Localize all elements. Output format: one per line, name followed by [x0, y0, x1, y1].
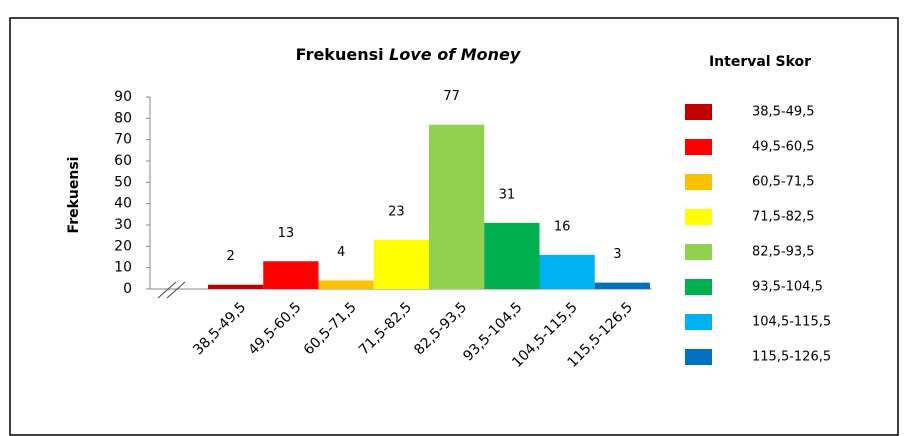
chart-title: Frekuensi Love of Money [296, 45, 521, 64]
bar [263, 261, 319, 289]
legend-label: 60,5-71,5 [752, 175, 815, 190]
bar [208, 284, 264, 289]
value-label: 3 [613, 247, 621, 262]
legend-label: 104,5-115,5 [752, 315, 831, 330]
bar [373, 239, 429, 289]
bar [318, 280, 374, 289]
legend-swatch [685, 349, 712, 365]
y-tick-label: 90 [114, 89, 132, 105]
legend-swatch [685, 139, 712, 155]
legend-label: 49,5-60,5 [752, 140, 815, 155]
y-tick-label: 80 [114, 110, 132, 126]
value-label: 13 [278, 226, 295, 241]
title-italic: Love of Money [389, 45, 521, 64]
legend-swatch [685, 314, 712, 330]
bar [594, 282, 650, 289]
y-tick-label: 30 [114, 217, 132, 233]
y-tick-label: 40 [114, 196, 132, 212]
bar [484, 222, 540, 289]
value-label: 16 [554, 219, 571, 234]
legend-swatch [685, 244, 712, 260]
y-tick-label: 10 [114, 260, 132, 276]
value-label: 77 [443, 89, 460, 104]
title-main: Frekuensi [296, 45, 384, 64]
legend-label: 38,5-49,5 [752, 105, 815, 120]
value-label: 23 [388, 204, 405, 219]
legend-swatch [685, 209, 712, 225]
legend-swatch [685, 104, 712, 120]
axis-break [157, 281, 177, 299]
y-tick-label: 20 [114, 238, 132, 254]
value-label: 2 [226, 249, 234, 264]
value-label: 4 [337, 245, 345, 260]
y-tick-label: 60 [114, 153, 132, 169]
legend-label: 71,5-82,5 [752, 210, 815, 225]
y-tick-label: 0 [123, 281, 132, 297]
legend-label: 93,5-104,5 [752, 280, 823, 295]
legend-label: 82,5-93,5 [752, 245, 815, 260]
y-tick-label: 50 [114, 174, 132, 190]
legend-label: 115,5-126,5 [752, 350, 831, 365]
legend-swatch [685, 279, 712, 295]
value-label: 31 [499, 187, 516, 202]
bar [429, 124, 485, 289]
bar [539, 254, 595, 289]
legend-swatch [685, 174, 712, 190]
y-tick-label: 70 [114, 132, 132, 148]
legend-title: Interval Skor [709, 54, 811, 70]
axis-break [166, 281, 186, 299]
y-axis-label: Frekuensi [66, 157, 82, 234]
